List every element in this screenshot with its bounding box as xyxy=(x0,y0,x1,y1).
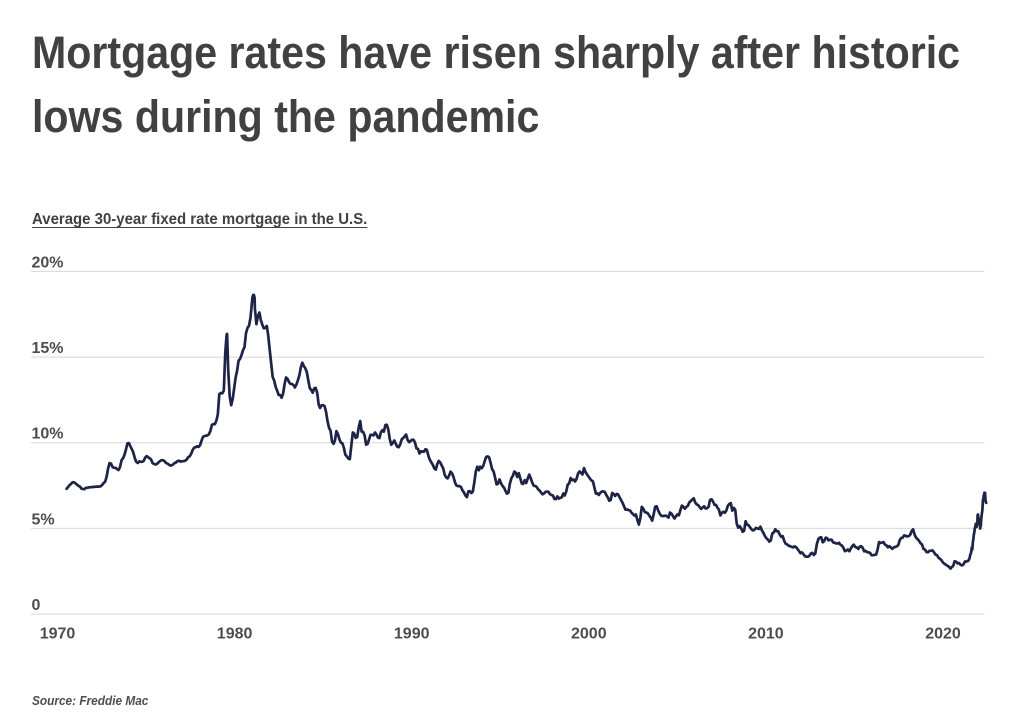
svg-text:1970: 1970 xyxy=(40,626,76,643)
svg-text:2000: 2000 xyxy=(571,626,607,643)
svg-text:1990: 1990 xyxy=(394,626,430,643)
svg-text:5%: 5% xyxy=(32,511,55,528)
svg-text:1980: 1980 xyxy=(217,626,253,643)
svg-text:0: 0 xyxy=(32,597,41,614)
svg-text:2010: 2010 xyxy=(748,626,784,643)
svg-text:10%: 10% xyxy=(32,426,64,443)
svg-text:2020: 2020 xyxy=(925,626,961,643)
svg-text:15%: 15% xyxy=(32,340,64,357)
svg-text:20%: 20% xyxy=(32,254,64,271)
